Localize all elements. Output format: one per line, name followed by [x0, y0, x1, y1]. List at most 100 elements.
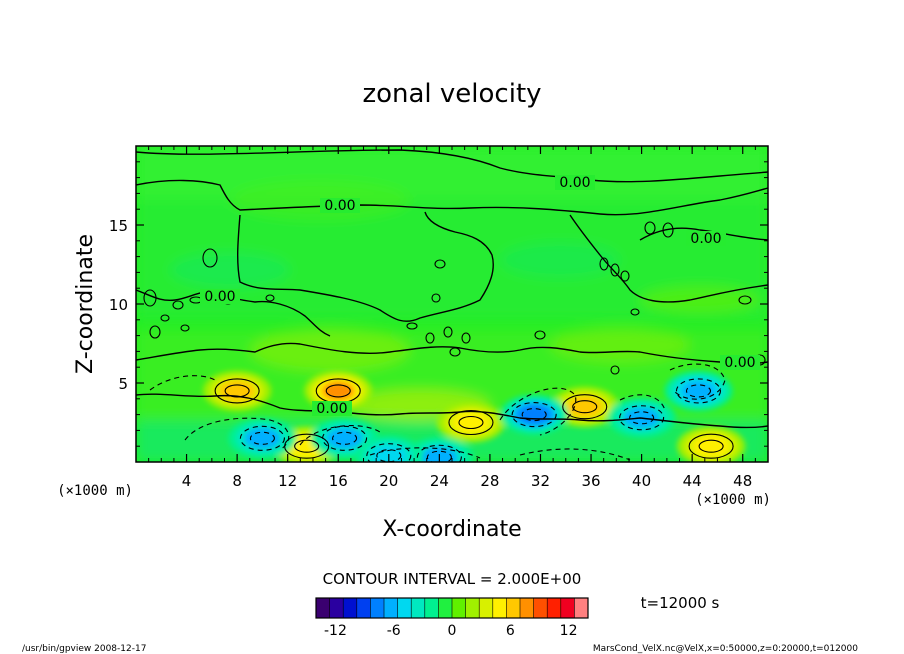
x-tick-label: 16: [329, 472, 348, 490]
y-axis-label: Z-coordinate: [73, 234, 98, 374]
colorbar-ticks: -12 -6 0 6 12: [324, 623, 577, 639]
colorbar-cell: [465, 598, 480, 618]
footer-left: /usr/bin/gpview 2008-12-17: [22, 644, 146, 654]
colorbar-cell: [492, 598, 507, 618]
x-tick-label: 4: [182, 472, 192, 490]
colorbar-cell: [356, 598, 371, 618]
colorbar-frame: [315, 597, 589, 619]
colorbar-cell: [370, 598, 385, 618]
feature-contour-inner: [376, 449, 402, 462]
feature-contour-inner: [249, 431, 275, 445]
contour-label: 0.00: [204, 289, 235, 305]
colorbar-cell: [547, 598, 562, 618]
feature-band: [322, 381, 355, 401]
plot-area: 0.000.000.000.000.000.00 4 8 12 16 20 24 28 32 3…: [109, 145, 769, 490]
colorbar-cell: [520, 598, 535, 618]
contour-label: 0.00: [559, 175, 590, 191]
colorbar-cell: [384, 598, 399, 618]
feature-band: [326, 427, 363, 449]
feature-contour: [448, 409, 494, 436]
feature-contour-inner: [629, 411, 655, 425]
colorbar-cell: [479, 598, 494, 618]
feature-band: [518, 405, 551, 425]
contour-label-bg: [720, 355, 760, 370]
feature-contour: [675, 378, 722, 404]
contour-label: 0.00: [724, 355, 755, 371]
contour-label: 0.00: [690, 231, 721, 247]
colorbar-cell: [316, 598, 331, 618]
feature-contour-inner: [426, 450, 452, 462]
time-label: t=12000 s: [641, 594, 720, 612]
contour-interval: CONTOUR INTERVAL = 2.000E+00: [323, 570, 582, 588]
feature-contour-inner: [698, 439, 724, 453]
y-tick-label: 10: [109, 296, 128, 314]
colorbar-cell: [343, 598, 358, 618]
contour-label-bg: [312, 401, 352, 416]
feature-contour: [239, 425, 285, 451]
feature-contour-inner: [332, 431, 358, 445]
feature-contour-inner: [458, 415, 484, 430]
colorbar-cell: [560, 598, 575, 618]
colorbar-tick-label: 12: [560, 623, 578, 639]
feature-contour-inner: [294, 439, 320, 453]
feature-contour: [688, 433, 734, 459]
x-tick-label: 36: [581, 472, 600, 490]
y-unit-label: (×1000 m): [57, 483, 133, 499]
colorbar-cell: [506, 598, 521, 618]
x-tick-label: 32: [531, 472, 550, 490]
feature-contour: [214, 378, 260, 404]
feature-band: [693, 435, 730, 457]
footer-right: MarsCond_VelX.nc@VelX,x=0:50000,z=0:2000…: [593, 644, 858, 654]
colorbar-cell: [397, 598, 412, 618]
x-tick-label: 48: [733, 472, 752, 490]
contour-label: 0.00: [316, 401, 347, 417]
feature-contour-inner: [325, 384, 351, 398]
x-tick-label: 40: [632, 472, 651, 490]
y-tick-label: 15: [109, 217, 128, 235]
colorbar-tick-label: -6: [387, 623, 401, 639]
colorbar-tick-label: -12: [324, 623, 347, 639]
feature-band: [682, 381, 715, 401]
zero-contours: [136, 149, 768, 429]
feature-contour-inner: [572, 400, 598, 414]
contour-label-bg: [555, 175, 595, 190]
colorbar-tick-label: 0: [448, 623, 457, 639]
x-tick-label: 28: [480, 472, 499, 490]
x-tick-label: 8: [232, 472, 242, 490]
colorbar: [315, 597, 589, 619]
colorbar-cell: [329, 598, 344, 618]
x-tick-label: 44: [683, 472, 702, 490]
x-unit-label: (×1000 m): [695, 492, 771, 508]
feature-contour: [416, 444, 462, 462]
feature-contour: [562, 394, 608, 420]
chart-title: zonal velocity: [362, 79, 541, 109]
colorbar-cell: [452, 598, 467, 618]
colorbar-cell: [424, 598, 439, 618]
feature-contour-inner: [521, 408, 547, 422]
x-tick-label: 24: [430, 472, 449, 490]
colorbar-cell: [411, 598, 426, 618]
colorbar-tick-label: 6: [506, 623, 515, 639]
colorbar-cell: [533, 598, 548, 618]
feature-band: [452, 411, 489, 434]
feature-contour: [366, 443, 412, 462]
colorbar-cell: [438, 598, 453, 618]
feature-contour: [511, 402, 557, 428]
negative-contours: [149, 363, 726, 461]
y-tick-label: 5: [118, 375, 128, 393]
colorbar-cell: [574, 598, 589, 618]
feature-contour-inner: [685, 384, 712, 398]
contour-label-bg: [200, 289, 240, 304]
contour-label-bg: [686, 231, 726, 246]
x-axis-label: X-coordinate: [382, 517, 521, 542]
x-tick-label: 12: [278, 472, 297, 490]
feature-band: [244, 427, 281, 449]
x-tick-label: 20: [379, 472, 398, 490]
feature-band: [566, 396, 603, 418]
contour-label-bg: [320, 198, 360, 213]
feature-contour: [619, 405, 665, 431]
contour-labels: 0.00 0.00 0.00 0.00 0.00 0.00: [200, 175, 760, 417]
contour-label: 0.00: [324, 198, 355, 214]
